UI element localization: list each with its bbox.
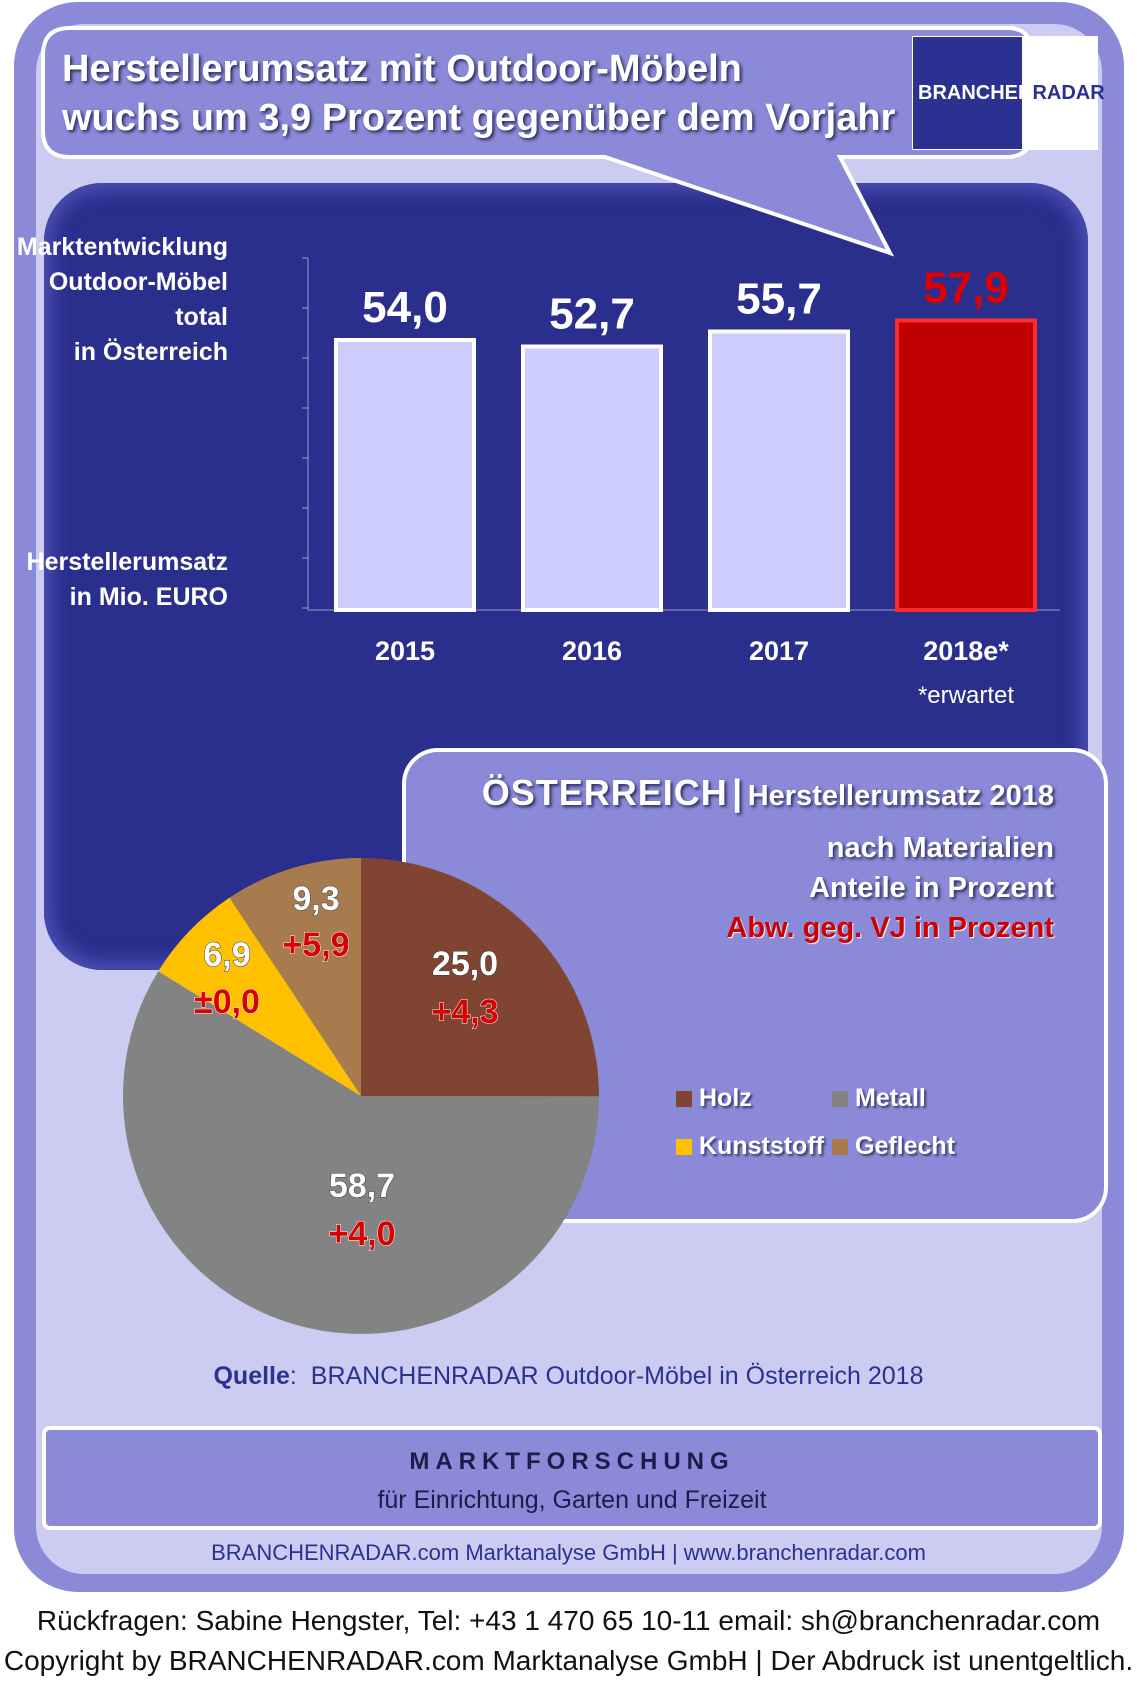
bar-value-label: 52,7: [549, 290, 635, 339]
legend-item-geflecht: Geflecht: [832, 1132, 955, 1161]
bar-value-label: 57,9: [923, 264, 1009, 313]
bar-value-label: 54,0: [362, 283, 448, 332]
contact-line: Rückfragen: Sabine Hengster, Tel: +43 1 …: [36, 1605, 1101, 1636]
pie-value-label-kunststoff: 6,9: [203, 936, 250, 974]
legend-item-kunststoff: Kunststoff: [676, 1132, 824, 1161]
bar-category-label: 2016: [562, 636, 622, 666]
headline: Herstellerumsatz mit Outdoor-Möbeln wuch…: [62, 45, 895, 143]
legend-swatch-kunststoff: [676, 1138, 692, 1155]
bar-2016: [521, 344, 663, 612]
pie-slice-kunststoff: [158, 897, 361, 1096]
legend-swatch-metall: [832, 1090, 848, 1107]
pie-subtitle-change: Abw. geg. VJ in Prozent: [726, 912, 1054, 944]
bar-ylabel-line-2: in Mio. EURO: [69, 583, 228, 611]
bar-2015: [334, 338, 476, 612]
bar-category-label: 2015: [375, 636, 435, 666]
pie-subtitle-shares: Anteile in Prozent: [809, 872, 1054, 904]
pie-value-label-metall: 58,7: [329, 1167, 395, 1205]
source-line: Quelle: BRANCHENRADAR Outdoor-Möbel in Ö…: [0, 1362, 1137, 1391]
legend-swatch-geflecht: [832, 1138, 848, 1155]
bar-value-label: 55,7: [736, 275, 822, 324]
legend-label-geflecht: Geflecht: [855, 1132, 956, 1160]
headline-bubble: Herstellerumsatz mit Outdoor-Möbeln wuch…: [40, 25, 1035, 257]
bar-2018e: [895, 318, 1037, 612]
pie-title-separator: |: [732, 772, 744, 813]
logo-mark: [913, 37, 1022, 149]
pie-value-label-holz: 25,0: [432, 945, 498, 983]
footer-title: MARKTFORSCHUNG: [409, 1448, 735, 1475]
bar-desc-line-4: in Österreich: [73, 338, 228, 366]
pie-value-label-geflecht: 9,3: [292, 880, 339, 918]
bar-category-label: 2017: [749, 636, 809, 666]
bar-footnote: *erwartet: [918, 682, 1014, 709]
pie-change-label-holz: +4,3: [431, 993, 498, 1031]
company-line: BRANCHENRADAR.com Marktanalyse GmbH | ww…: [211, 1540, 926, 1565]
headline-line-2: wuchs um 3,9 Prozent gegenüber dem Vorja…: [62, 97, 896, 139]
legend-label-holz: Holz: [699, 1084, 752, 1112]
legend-item-holz: Holz: [676, 1084, 752, 1113]
legend-swatch-holz: [676, 1090, 692, 1107]
logo-text-radar: RADAR: [1032, 82, 1105, 104]
pie-change-label-geflecht: +5,9: [282, 926, 349, 964]
logo-text: BRANCHENRADAR: [918, 82, 1105, 105]
legend-label-metall: Metall: [855, 1084, 926, 1112]
footer-box: MARKTFORSCHUNG für Einrichtung, Garten u…: [42, 1426, 1102, 1530]
footer-subtitle: für Einrichtung, Garten und Freizeit: [377, 1486, 767, 1514]
pie-title-country: ÖSTERREICH: [481, 772, 728, 813]
legend-item-metall: Metall: [832, 1084, 926, 1113]
logo-text-branchen: BRANCHEN: [918, 82, 1033, 104]
bar-desc-line-2: Outdoor-Möbel: [48, 268, 228, 296]
copyright-line: Copyright by BRANCHENRADAR.com Marktanal…: [3, 1645, 1134, 1676]
source-colon: :: [289, 1362, 297, 1390]
legend-label-kunststoff: Kunststoff: [699, 1132, 824, 1160]
pie-slice-geflecht: [229, 858, 361, 1096]
bar-desc-line-3: total: [175, 303, 228, 331]
bar-ylabel-line-1: Herstellerumsatz: [26, 548, 228, 576]
branchenradar-logo: BRANCHENRADAR: [912, 36, 1105, 150]
pie-change-label-metall: +4,0: [328, 1215, 395, 1253]
pie-subtitle-materials: nach Materialien: [826, 832, 1054, 864]
pie-slice-holz: [361, 858, 600, 1097]
bar-desc-line-1: Marktentwicklung: [16, 233, 228, 261]
pie-change-label-kunststoff: ±0,0: [194, 983, 260, 1021]
bar-category-label: 2018e*: [923, 636, 1009, 666]
source-label: Quelle: [213, 1362, 290, 1390]
pie-title-subject: Herstellerumsatz 2018: [747, 780, 1054, 812]
pie-slice-metall: [123, 971, 600, 1334]
headline-line-1: Herstellerumsatz mit Outdoor-Möbeln: [62, 48, 742, 90]
bar-2017: [708, 329, 850, 612]
pie-title: ÖSTERREICH | Herstellerumsatz 2018: [482, 772, 1054, 814]
source-text: BRANCHENRADAR Outdoor-Möbel in Österreic…: [310, 1362, 924, 1390]
